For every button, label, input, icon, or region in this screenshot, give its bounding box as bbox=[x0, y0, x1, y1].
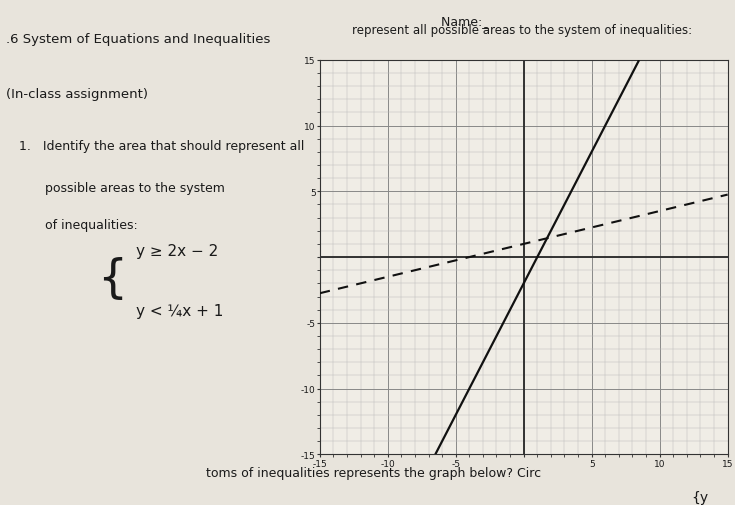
Text: Name:_: Name:_ bbox=[441, 15, 492, 28]
Text: {: { bbox=[97, 257, 127, 301]
Text: y < ¼x + 1: y < ¼x + 1 bbox=[136, 304, 223, 319]
Text: .6 System of Equations and Inequalities: .6 System of Equations and Inequalities bbox=[7, 32, 270, 45]
Text: possible areas to the system: possible areas to the system bbox=[46, 181, 225, 194]
Text: y ≥ 2x − 2: y ≥ 2x − 2 bbox=[136, 243, 218, 259]
Text: {y: {y bbox=[691, 490, 708, 504]
Text: 1.   Identify the area that should represent all: 1. Identify the area that should represe… bbox=[19, 139, 305, 153]
Text: toms of inequalities represents the graph below? Circ: toms of inequalities represents the grap… bbox=[206, 466, 541, 479]
Text: (In-class assignment): (In-class assignment) bbox=[7, 88, 148, 101]
Text: represent all possible areas to the system of inequalities:: represent all possible areas to the syst… bbox=[352, 24, 692, 37]
Text: of inequalities:: of inequalities: bbox=[46, 218, 138, 231]
